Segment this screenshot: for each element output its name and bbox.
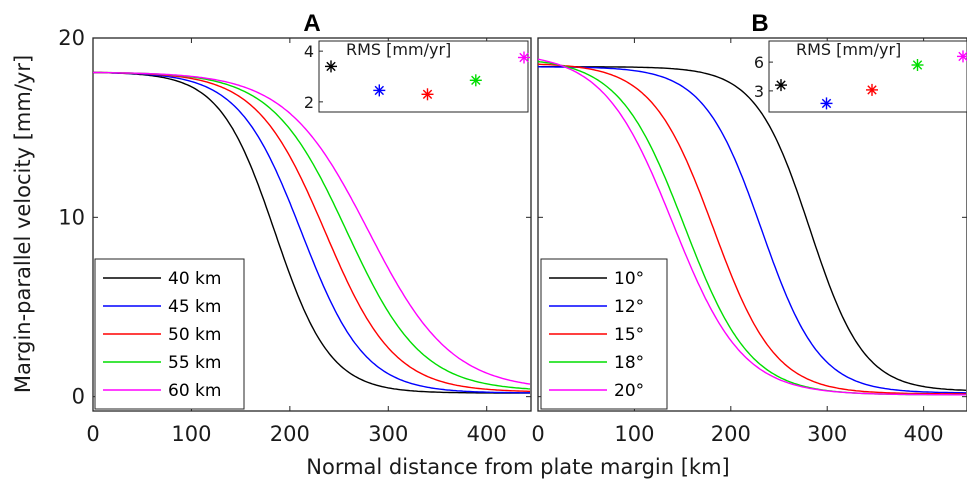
x-tick-label: 200 [270,422,310,446]
rms-marker [866,83,878,96]
series-line-20 [537,58,966,396]
rms-marker [325,60,337,73]
rms-marker [957,50,967,63]
legend-label: 20° [614,381,644,401]
y-tick-label: 10 [58,205,85,229]
legend-label: 18° [614,353,644,373]
x-tick-label: 200 [711,422,751,446]
legend-label: 10° [614,269,644,289]
inset-tick-label: 4 [304,42,314,61]
series-line-12 [538,66,966,394]
legend-label: 55 km [168,353,221,373]
x-tick-label: 300 [807,422,847,446]
rms-inset-title: RMS [mm/yr] [796,40,901,59]
x-tick-label: 400 [904,422,944,446]
series-line-45km [93,71,530,394]
rms-marker [469,74,482,87]
x-tick-label: 0 [86,422,99,446]
rms-marker [775,79,787,92]
legend-label: 12° [614,297,644,317]
x-tick-label: 100 [171,422,211,446]
inset-tick-label: 3 [754,82,764,101]
inset-tick-label: 2 [304,93,314,112]
rms-marker [518,51,530,64]
panel-a-chart: A 0 100 200 300 400 0 10 20 40 km 45 km 50 km 55 km 6… [58,10,532,446]
plot-frame [92,37,532,412]
series-line-15 [537,63,966,395]
x-axis-label: Normal distance from plate margin [km] [306,455,729,479]
rms-marker [421,88,434,101]
panel-label-a: A [303,10,320,37]
series-line-60km [93,71,531,385]
rms-inset-title: RMS [mm/yr] [346,40,451,59]
legend-label: 60 km [168,381,221,401]
y-tick-label: 0 [72,385,85,409]
inset-tick-label: 6 [754,53,764,72]
rms-marker [911,59,924,71]
plot-frame [537,37,967,412]
x-tick-label: 0 [531,422,544,446]
rms-marker [820,97,833,110]
legend-label: 50 km [168,325,221,345]
legend-label: 15° [614,325,644,345]
rms-inset-frame [318,40,529,113]
panel-b-chart: B 0 100 200 300 400 10° 12° 15° 18° 20° RMS [mm/yr]… [531,10,967,446]
series-line-10 [538,66,967,391]
panel-label-b: B [751,10,768,37]
rms-marker [373,84,386,97]
y-axis-label: Margin-parallel velocity [mm/yr] [11,55,35,393]
series-line-40km [93,71,530,394]
y-tick-label: 20 [58,26,85,50]
x-tick-label: 100 [614,422,654,446]
x-tick-label: 400 [467,422,507,446]
x-tick-label: 300 [368,422,408,446]
rms-inset-frame [768,40,967,113]
legend-label: 45 km [168,297,221,317]
legend-label: 40 km [168,269,221,289]
